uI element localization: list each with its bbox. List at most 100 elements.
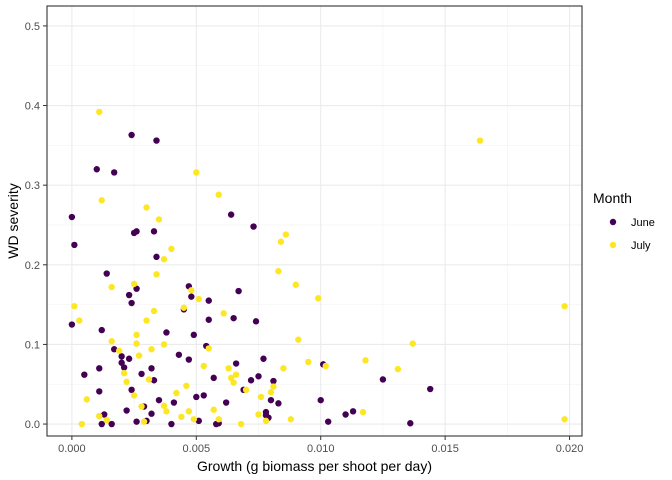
data-point-july	[200, 362, 207, 370]
y-tick-label: 0.5	[25, 21, 40, 33]
data-point-july	[108, 283, 115, 291]
data-point-july	[257, 393, 265, 401]
data-point-june	[101, 411, 108, 418]
data-point-july	[561, 303, 568, 310]
data-point-june	[247, 377, 255, 384]
x-tick-label: 0.010	[307, 443, 335, 455]
data-point-june	[195, 417, 202, 425]
data-point-june	[150, 377, 158, 384]
data-point-july	[138, 403, 145, 410]
legend-label-june: June	[631, 217, 655, 229]
data-point-july	[160, 402, 168, 409]
data-point-july	[103, 416, 110, 424]
data-point-june	[98, 326, 105, 334]
legend-key-june	[609, 218, 617, 226]
data-point-july	[362, 357, 369, 364]
data-point-june	[123, 407, 130, 414]
data-point-june	[118, 359, 125, 366]
data-point-july	[168, 245, 175, 253]
legend-item-june: June	[609, 217, 655, 229]
x-tick-label: 0.015	[431, 443, 459, 455]
data-point-july	[359, 408, 367, 416]
legend: Month June July	[593, 190, 655, 252]
data-point-june	[150, 228, 158, 235]
data-point-july	[173, 389, 180, 397]
data-point-july	[295, 336, 302, 343]
data-point-june	[128, 131, 135, 139]
data-point-june	[81, 371, 88, 378]
x-axis-ticks: 0.000 0.005 0.010 0.015 0.020	[58, 436, 583, 455]
data-point-july	[123, 378, 130, 386]
data-point-july	[220, 310, 227, 317]
x-tick-label: 0.005	[183, 443, 211, 455]
data-point-july	[160, 341, 168, 348]
data-point-july	[83, 396, 91, 403]
data-point-june	[71, 241, 78, 249]
data-point-july	[135, 352, 143, 359]
data-point-july	[409, 340, 416, 347]
data-point-july	[183, 382, 190, 390]
y-axis-ticks: 0.0 0.1 0.2 0.3 0.4 0.5	[25, 21, 47, 431]
data-point-july	[155, 216, 163, 223]
data-point-july	[561, 416, 568, 423]
data-point-july	[232, 371, 240, 378]
data-point-june	[98, 420, 105, 428]
y-tick-label: 0.2	[25, 260, 40, 272]
data-point-june	[153, 137, 160, 144]
data-point-june	[128, 299, 135, 307]
data-point-june	[349, 408, 357, 415]
data-point-july	[150, 307, 158, 315]
data-point-june	[222, 399, 230, 406]
data-point-july	[115, 347, 123, 354]
data-point-june	[103, 270, 110, 277]
data-point-june	[128, 386, 135, 394]
data-point-june	[153, 253, 160, 261]
x-tick-label: 0.020	[556, 443, 584, 455]
data-point-july	[188, 287, 195, 294]
data-point-june	[120, 364, 128, 371]
data-point-june	[407, 420, 414, 427]
data-point-july	[476, 137, 484, 144]
data-point-july	[267, 389, 275, 396]
data-point-july	[108, 338, 115, 345]
data-point-june	[155, 396, 163, 404]
data-point-july	[133, 340, 140, 347]
data-point-june	[188, 293, 195, 300]
data-point-july	[120, 369, 128, 377]
data-point-june	[250, 223, 257, 230]
data-point-july	[143, 317, 150, 324]
x-axis-title: Growth (g biomass per shoot per day)	[197, 458, 432, 474]
data-point-july	[255, 411, 262, 418]
data-point-june	[125, 291, 133, 299]
data-point-june	[96, 388, 103, 395]
data-point-july	[96, 108, 103, 116]
legend-key-july	[609, 241, 617, 249]
data-point-june	[190, 331, 198, 339]
data-point-july	[270, 383, 277, 390]
plot-panel	[47, 6, 582, 436]
data-point-june	[200, 392, 207, 399]
data-point-june	[133, 228, 140, 235]
data-point-july	[130, 392, 138, 399]
data-point-june	[205, 316, 212, 323]
data-point-june	[260, 355, 267, 362]
y-tick-label: 0.4	[25, 101, 40, 113]
y-tick-label: 0.0	[25, 419, 40, 431]
data-point-july	[280, 365, 287, 372]
data-point-july	[160, 256, 168, 263]
x-tick-label: 0.000	[58, 443, 86, 455]
data-point-june	[210, 374, 217, 382]
grid-minor	[47, 6, 582, 436]
data-point-july	[215, 191, 222, 198]
legend-title: Month	[593, 190, 632, 206]
data-point-june	[185, 356, 193, 363]
data-point-july	[78, 420, 86, 428]
data-point-june	[193, 393, 200, 401]
data-point-june	[168, 420, 175, 428]
data-point-june	[227, 211, 235, 218]
data-point-july	[145, 376, 153, 383]
data-point-june	[68, 213, 76, 221]
data-point-july	[140, 418, 148, 425]
data-point-july	[292, 281, 300, 288]
